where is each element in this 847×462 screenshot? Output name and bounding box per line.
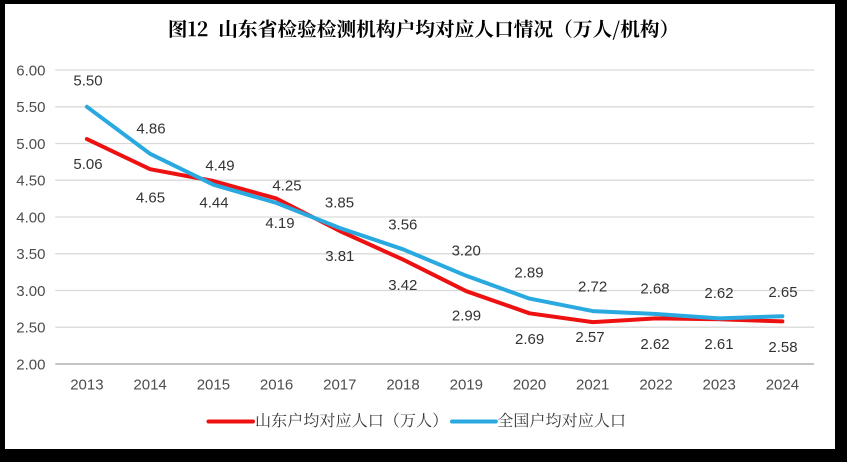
svg-text:2.72: 2.72 bbox=[578, 279, 607, 296]
svg-text:3.00: 3.00 bbox=[16, 283, 45, 300]
svg-text:5.00: 5.00 bbox=[16, 136, 45, 153]
svg-text:2.58: 2.58 bbox=[768, 339, 797, 356]
svg-text:3.42: 3.42 bbox=[388, 277, 417, 294]
svg-text:2.61: 2.61 bbox=[704, 336, 733, 353]
svg-text:4.44: 4.44 bbox=[199, 194, 228, 211]
svg-text:5.06: 5.06 bbox=[73, 156, 102, 173]
svg-text:4.25: 4.25 bbox=[272, 177, 301, 194]
svg-text:2.62: 2.62 bbox=[704, 285, 733, 302]
svg-text:5.50: 5.50 bbox=[16, 99, 45, 116]
svg-text:2015: 2015 bbox=[197, 377, 230, 394]
svg-text:2.99: 2.99 bbox=[452, 308, 481, 325]
svg-text:4.19: 4.19 bbox=[265, 215, 294, 232]
svg-text:2022: 2022 bbox=[639, 377, 672, 394]
svg-text:2021: 2021 bbox=[576, 377, 609, 394]
svg-text:2017: 2017 bbox=[323, 377, 356, 394]
svg-text:3.85: 3.85 bbox=[325, 195, 354, 212]
svg-text:4.65: 4.65 bbox=[136, 189, 165, 206]
svg-text:2.65: 2.65 bbox=[768, 284, 797, 301]
svg-text:2016: 2016 bbox=[260, 377, 293, 394]
svg-text:2024: 2024 bbox=[766, 377, 799, 394]
svg-text:4.49: 4.49 bbox=[205, 157, 234, 174]
svg-text:2.62: 2.62 bbox=[640, 336, 669, 353]
svg-text:2.69: 2.69 bbox=[515, 331, 544, 348]
svg-text:4.50: 4.50 bbox=[16, 173, 45, 190]
svg-text:2.89: 2.89 bbox=[514, 264, 543, 281]
svg-text:2013: 2013 bbox=[70, 377, 103, 394]
svg-text:2014: 2014 bbox=[133, 377, 166, 394]
svg-text:2018: 2018 bbox=[386, 377, 419, 394]
svg-text:2023: 2023 bbox=[703, 377, 736, 394]
svg-text:3.81: 3.81 bbox=[325, 248, 354, 265]
svg-text:2.50: 2.50 bbox=[16, 320, 45, 337]
svg-text:2.57: 2.57 bbox=[575, 329, 604, 346]
svg-text:3.20: 3.20 bbox=[452, 243, 481, 260]
svg-text:4.00: 4.00 bbox=[16, 209, 45, 226]
svg-text:2.00: 2.00 bbox=[16, 356, 45, 373]
svg-text:6.00: 6.00 bbox=[16, 62, 45, 79]
svg-text:3.50: 3.50 bbox=[16, 246, 45, 263]
svg-text:4.86: 4.86 bbox=[136, 120, 165, 137]
svg-text:2.68: 2.68 bbox=[640, 281, 669, 298]
svg-text:5.50: 5.50 bbox=[73, 72, 102, 89]
svg-text:2020: 2020 bbox=[513, 377, 546, 394]
svg-text:3.56: 3.56 bbox=[388, 217, 417, 234]
svg-text:2019: 2019 bbox=[450, 377, 483, 394]
